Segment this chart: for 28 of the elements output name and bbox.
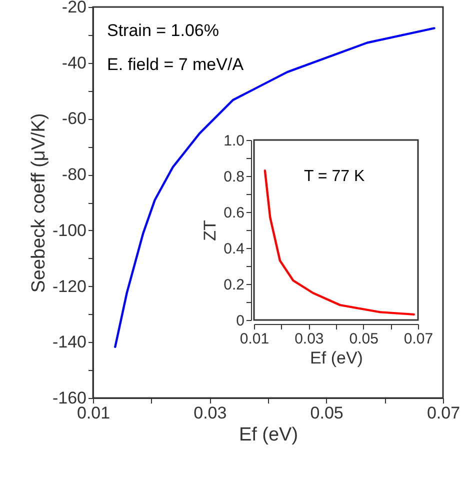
y-tick-label: 0.2 <box>224 276 244 294</box>
x-tick-label: 0.05 <box>349 330 378 348</box>
y-axis-title: Seebeck coeff (μV/K) <box>28 113 50 293</box>
x-tick-label: 0.07 <box>426 404 460 422</box>
y-tick-label: -60 <box>62 109 86 128</box>
annotation: E. field = 7 meV/A <box>107 55 244 74</box>
y-axis-title: ZT <box>200 220 220 241</box>
y-tick-label: -40 <box>62 53 86 72</box>
y-tick-label: -80 <box>62 165 86 184</box>
y-tick-label: -100 <box>52 220 86 240</box>
annotation: T = 77 K <box>304 168 365 185</box>
x-tick-label: 0.05 <box>310 404 344 422</box>
x-tick-label: 0.01 <box>240 330 270 348</box>
y-tick-label: 1.0 <box>224 132 244 150</box>
x-tick-label: 0.03 <box>294 330 324 348</box>
y-tick-label: 0.4 <box>224 240 244 258</box>
x-axis-title: Ef (eV) <box>238 424 298 446</box>
y-tick-label: -20 <box>62 0 86 16</box>
line-series <box>264 170 415 316</box>
x-tick-label: 0.03 <box>194 404 227 422</box>
x-tick-label: 0.07 <box>404 330 434 348</box>
x-axis-title: Ef (eV) <box>310 348 363 368</box>
y-tick-label: -120 <box>52 276 86 296</box>
y-tick-label: 0.6 <box>224 204 244 222</box>
y-tick-label: -140 <box>52 332 86 352</box>
y-tick-label: 0.8 <box>224 168 244 186</box>
annotation: Strain = 1.06% <box>107 21 219 40</box>
y-tick-label: 0 <box>236 312 244 330</box>
